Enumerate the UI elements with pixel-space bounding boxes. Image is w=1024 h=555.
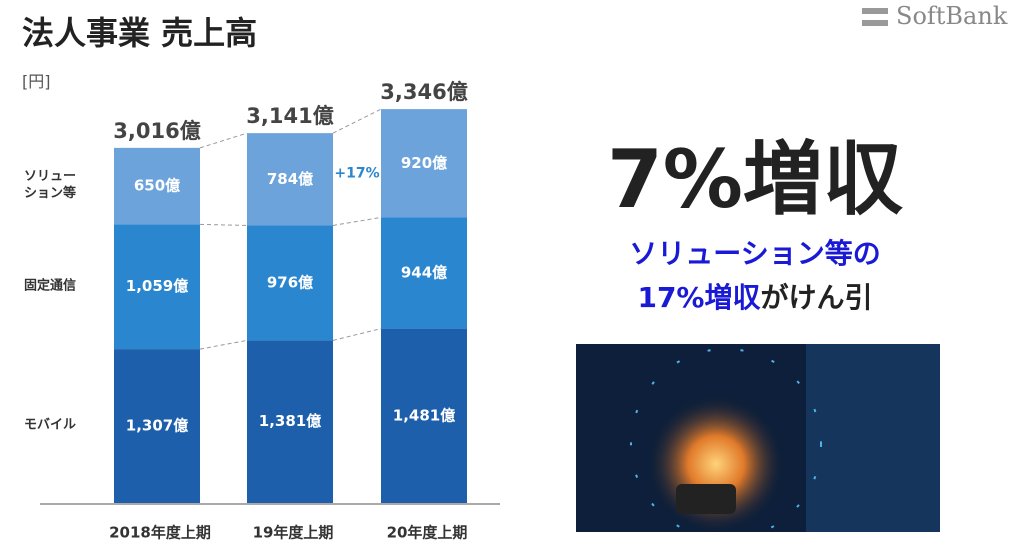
x-tick-label: 20年度上期 [387, 524, 468, 542]
x-tick-label: 2018年度上期 [109, 524, 211, 542]
connector [199, 223, 248, 226]
bar-segment [114, 349, 200, 503]
logo-bar [862, 8, 888, 14]
bar-segment [114, 147, 200, 225]
headline-line2: 17%増収がけん引 [580, 276, 930, 316]
photo [576, 344, 940, 532]
logo-bar [862, 20, 888, 26]
unit-label: [円] [22, 72, 51, 91]
connector [332, 108, 382, 134]
bar-segment [247, 225, 333, 341]
x-tick-label: 19年度上期 [253, 524, 334, 542]
total-label: 3,346億 [380, 80, 467, 104]
legend-label: ソリューション等 [24, 169, 77, 202]
bar-segment [381, 328, 467, 503]
total-label: 3,141億 [246, 104, 333, 128]
annotation: +17% [334, 165, 379, 181]
value-label: 1,059億 [126, 277, 188, 295]
value-label: 650億 [134, 177, 180, 195]
total-label: 3,016億 [113, 119, 200, 143]
connector [199, 339, 248, 350]
connector [199, 132, 248, 149]
headline-rest: がけん引 [760, 281, 873, 314]
logo: SoftBank [896, 2, 1008, 30]
title: 法人事業 売上高 [22, 14, 258, 52]
value-label: 1,307億 [126, 417, 188, 435]
bar-segment [247, 133, 333, 226]
legend-label: 固定通信 [24, 278, 77, 294]
bar-segment [381, 109, 467, 218]
headline-line1: ソリューション等の [629, 237, 881, 270]
value-label: 1,381億 [259, 412, 321, 430]
value-label: 784億 [267, 170, 313, 188]
bar-segment [247, 340, 333, 503]
connector [332, 216, 382, 226]
bar-segment [381, 217, 467, 329]
legend-label: モバイル [24, 417, 77, 433]
headline-main: 7%増収 [607, 133, 903, 226]
chart: 1,307億 1,059億 650億 3,016億 2018年度上期 1,381億 976億… [40, 80, 500, 542]
connector [332, 328, 382, 341]
bar-segment [114, 224, 200, 350]
value-label: 976億 [267, 273, 313, 291]
value-label: 920億 [401, 154, 447, 172]
headline-em: 17%増収 [637, 281, 761, 314]
value-label: 1,481億 [393, 406, 455, 424]
value-label: 944億 [401, 264, 447, 282]
